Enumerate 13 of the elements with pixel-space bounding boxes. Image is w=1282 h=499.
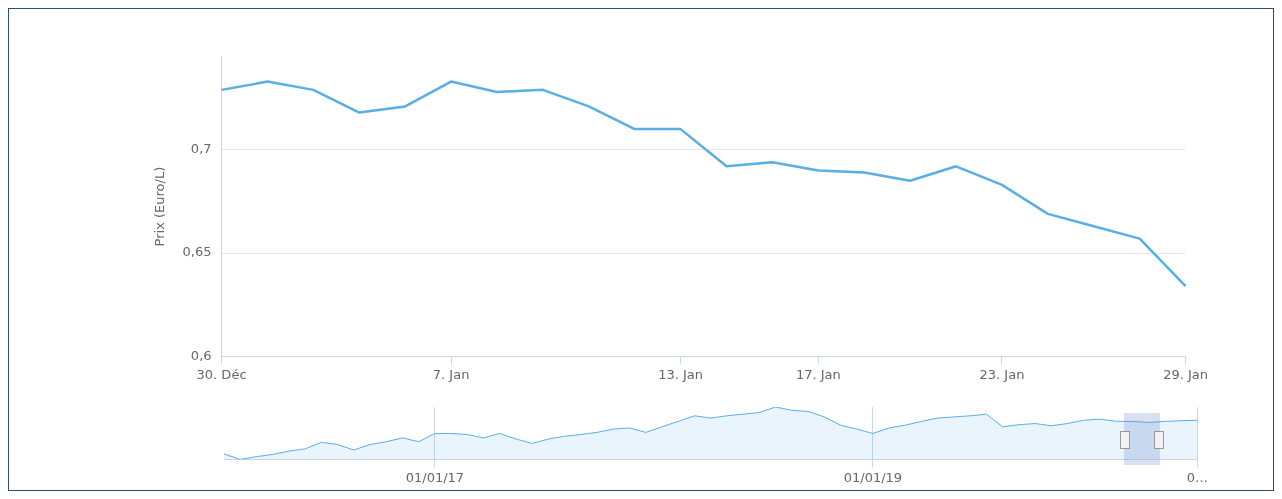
y-tick-label: 0,6: [190, 347, 212, 363]
y-tick-label: 0,7: [190, 141, 212, 157]
x-tick-label: 29. Jan: [1163, 366, 1209, 382]
y-axis-title: Prix (Euro/L): [152, 166, 168, 247]
x-tick-label: 13. Jan: [658, 366, 704, 382]
x-tick-label: 7. Jan: [432, 366, 470, 382]
y-tick-label: 0,65: [182, 244, 212, 260]
x-tick-label: 23. Jan: [979, 366, 1025, 382]
x-tick-label: 30. Déc: [196, 366, 247, 382]
x-tick-label: 01/01/19: [843, 469, 903, 485]
x-tick-label: 01/01/17: [405, 469, 465, 485]
x-tick-label: 0…: [1186, 469, 1209, 485]
x-tick-label: 17. Jan: [795, 366, 841, 382]
